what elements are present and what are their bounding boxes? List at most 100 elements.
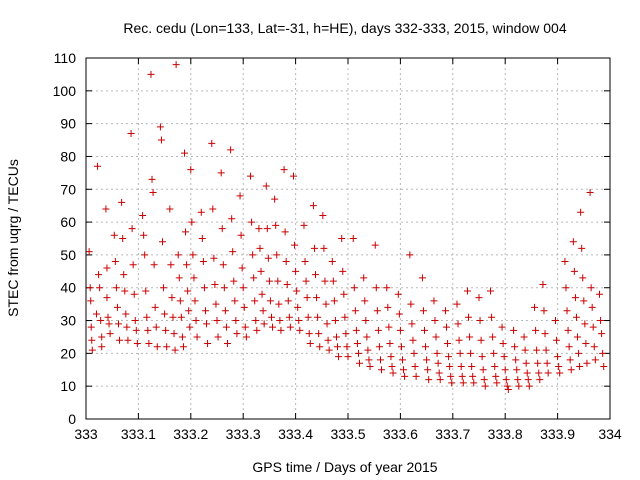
data-point <box>350 284 358 292</box>
x-tick-label: 333.7 <box>435 426 470 442</box>
data-point <box>140 231 148 239</box>
data-point <box>104 313 112 321</box>
data-point <box>321 277 329 285</box>
data-point <box>131 317 139 325</box>
plot-frame <box>85 57 611 420</box>
data-point <box>86 284 94 292</box>
data-point <box>533 346 541 354</box>
data-point <box>383 284 391 292</box>
data-point <box>419 307 427 315</box>
y-tick-label: 90 <box>60 116 76 132</box>
data-point <box>351 307 359 315</box>
data-point <box>277 326 285 334</box>
data-point <box>398 356 406 364</box>
data-point <box>360 274 368 282</box>
data-point <box>152 323 160 331</box>
data-point <box>325 346 333 354</box>
x-axis-title: GPS time / Days of year 2015 <box>252 459 437 475</box>
data-point <box>316 343 324 351</box>
data-point <box>204 340 212 348</box>
x-tick-label: 333.2 <box>173 426 208 442</box>
x-tick-label: 333.8 <box>488 426 523 442</box>
data-point <box>170 330 178 338</box>
data-point <box>378 366 386 374</box>
data-point <box>249 251 257 259</box>
data-point <box>582 340 590 348</box>
x-tick-label: 333.6 <box>383 426 418 442</box>
data-point <box>493 379 501 387</box>
data-point <box>296 326 304 334</box>
data-point <box>397 343 405 351</box>
y-tick-label: 0 <box>68 411 76 427</box>
data-point <box>110 231 118 239</box>
data-point <box>513 366 521 374</box>
data-point <box>88 346 96 354</box>
data-point <box>142 287 150 295</box>
data-point <box>129 261 137 269</box>
data-point <box>121 287 129 295</box>
data-point <box>523 369 531 377</box>
data-point <box>475 294 483 302</box>
data-point <box>503 382 511 390</box>
data-point <box>150 261 158 269</box>
data-point <box>163 343 171 351</box>
data-point <box>114 320 122 328</box>
data-point <box>468 362 476 370</box>
data-point <box>425 376 433 384</box>
data-point <box>281 228 289 236</box>
data-point <box>434 359 442 367</box>
data-point <box>323 320 331 328</box>
data-point <box>238 264 246 272</box>
data-point <box>501 366 509 374</box>
data-point <box>498 323 506 331</box>
data-point <box>179 343 187 351</box>
data-point <box>436 376 444 384</box>
data-point <box>524 376 532 384</box>
data-point <box>376 356 384 364</box>
data-point <box>373 307 381 315</box>
data-point <box>232 317 240 325</box>
data-point <box>144 326 152 334</box>
data-point <box>208 139 216 147</box>
data-point <box>448 379 456 387</box>
data-point <box>431 317 439 325</box>
data-point <box>435 369 443 377</box>
data-point <box>320 244 328 252</box>
data-point <box>366 362 374 370</box>
y-tick-label: 10 <box>60 378 76 394</box>
data-point <box>600 362 608 370</box>
data-point <box>218 225 226 233</box>
data-point <box>396 326 404 334</box>
data-point <box>375 343 383 351</box>
x-tick-label: 333.3 <box>226 426 261 442</box>
y-tick-label: 50 <box>60 247 76 263</box>
data-point <box>418 274 426 282</box>
data-point <box>423 356 431 364</box>
data-point <box>443 323 451 331</box>
data-point <box>456 349 464 357</box>
x-tick-label: 334 <box>598 426 622 442</box>
data-point <box>566 356 574 364</box>
data-point <box>161 310 169 318</box>
data-point <box>248 218 256 226</box>
data-point <box>401 372 409 380</box>
data-point <box>124 336 132 344</box>
data-point <box>334 343 342 351</box>
data-point <box>532 326 540 334</box>
data-point <box>284 297 292 305</box>
data-point <box>199 257 207 265</box>
data-point <box>188 218 196 226</box>
data-point <box>168 294 176 302</box>
data-point <box>572 313 580 321</box>
data-point <box>139 212 147 220</box>
data-point <box>341 313 349 321</box>
data-point <box>514 376 522 384</box>
data-point <box>105 320 113 328</box>
data-point <box>167 261 175 269</box>
data-point <box>552 317 560 325</box>
data-point <box>313 294 321 302</box>
data-point <box>209 205 217 213</box>
data-point <box>457 362 465 370</box>
data-point <box>570 267 578 275</box>
data-point <box>292 267 300 275</box>
